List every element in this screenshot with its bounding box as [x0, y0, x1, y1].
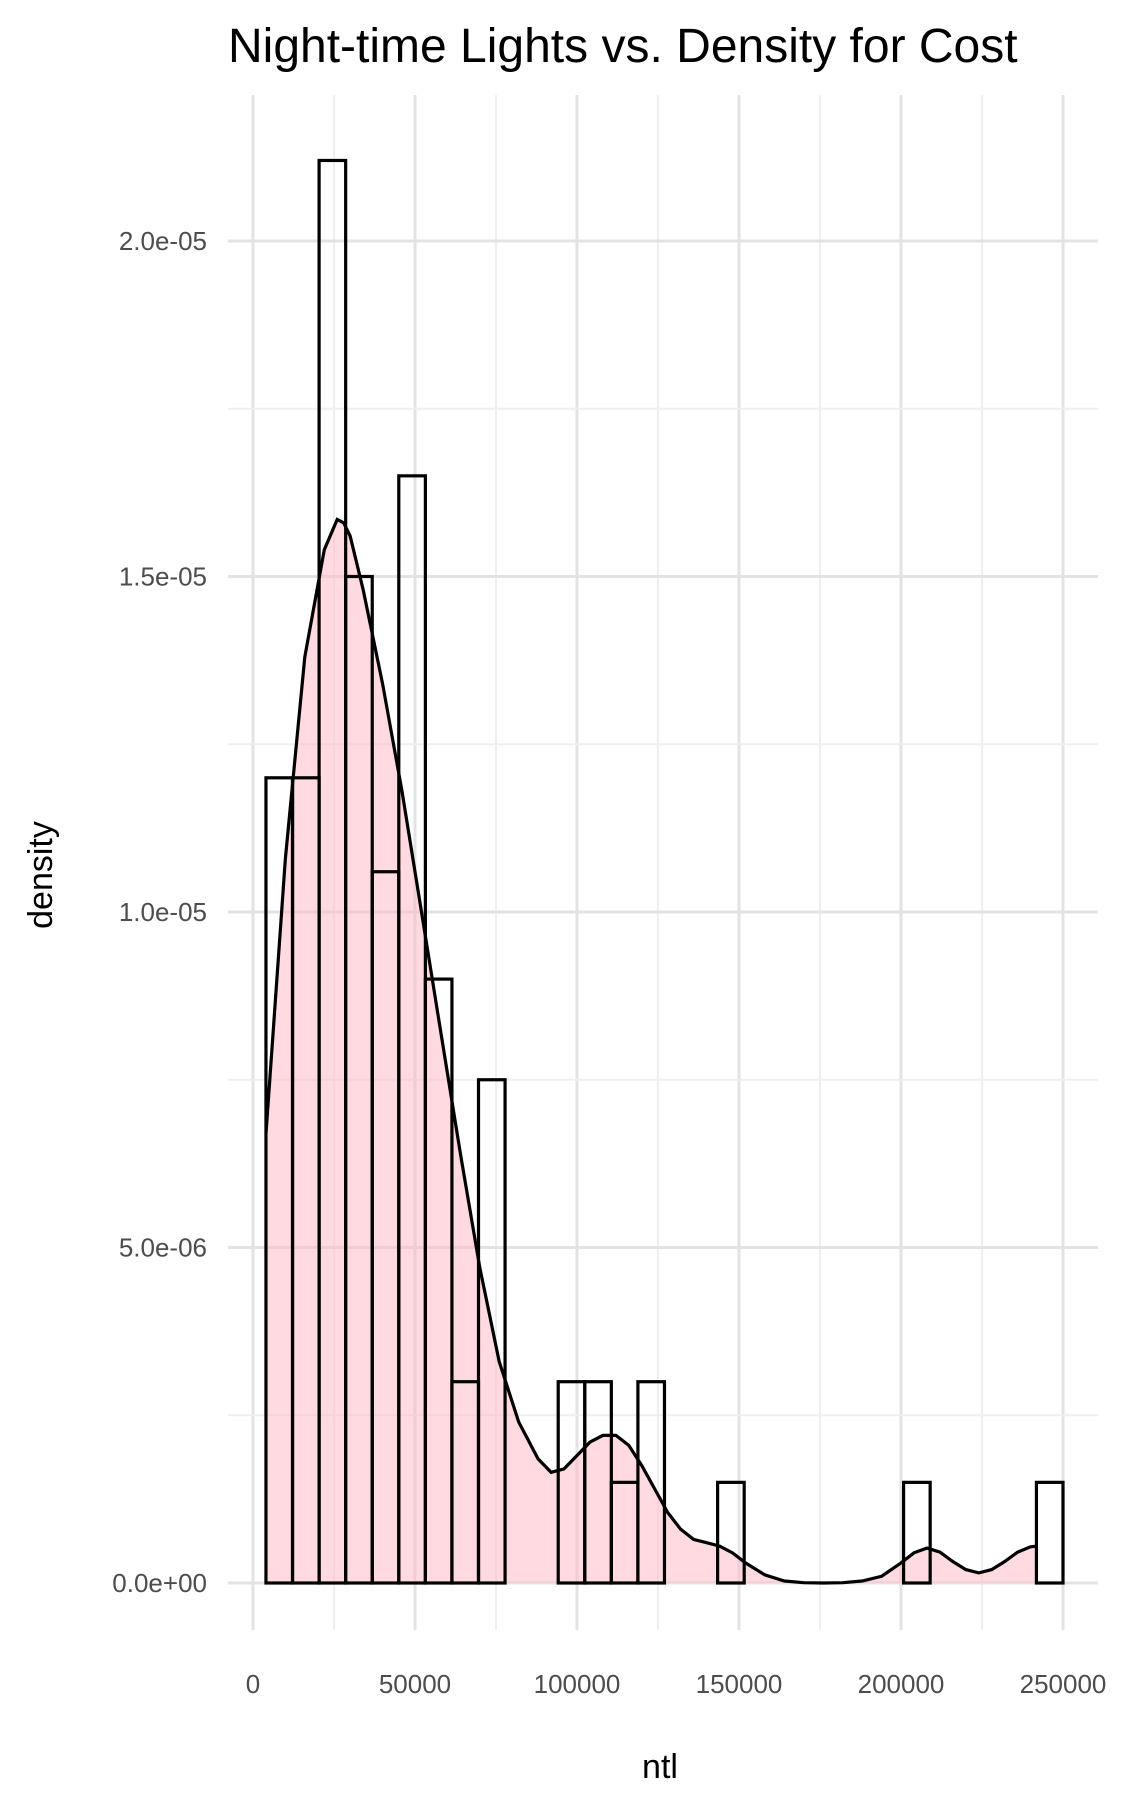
y-axis-title: density	[22, 821, 60, 929]
histogram-bar	[636, 1380, 667, 1585]
density-area	[266, 519, 1038, 1583]
x-tick-label: 200000	[858, 1669, 945, 1699]
histogram-bar	[901, 1480, 932, 1585]
y-tick-label: 1.0e-05	[119, 897, 207, 927]
density-line-layer	[264, 517, 1038, 1585]
histogram-bar	[476, 1078, 507, 1585]
chart-title: Night-time Lights vs. Density for Cost	[228, 20, 1018, 73]
y-axis-tick-labels: 0.0e+00 5.0e-06 1.0e-05 1.5e-05 2.0e-05	[112, 226, 207, 1598]
histogram-bar	[1034, 1480, 1065, 1585]
x-tick-label: 50000	[379, 1669, 451, 1699]
density-curve	[264, 517, 1038, 1585]
y-tick-label: 5.0e-06	[119, 1233, 207, 1263]
histogram-bars	[264, 158, 1065, 1585]
x-tick-label: 0	[246, 1669, 260, 1699]
x-axis-title: ntl	[642, 1748, 678, 1786]
y-tick-label: 0.0e+00	[112, 1568, 207, 1598]
x-tick-label: 100000	[534, 1669, 621, 1699]
density-area-layer	[266, 519, 1038, 1583]
histogram-bar	[716, 1480, 746, 1585]
x-tick-label: 250000	[1020, 1669, 1107, 1699]
x-tick-label: 150000	[696, 1669, 783, 1699]
x-axis-tick-labels: 0 50000 100000 150000 200000 250000	[246, 1669, 1107, 1699]
y-tick-label: 1.5e-05	[119, 562, 207, 592]
y-tick-label: 2.0e-05	[119, 226, 207, 256]
histogram-bar	[423, 977, 454, 1585]
